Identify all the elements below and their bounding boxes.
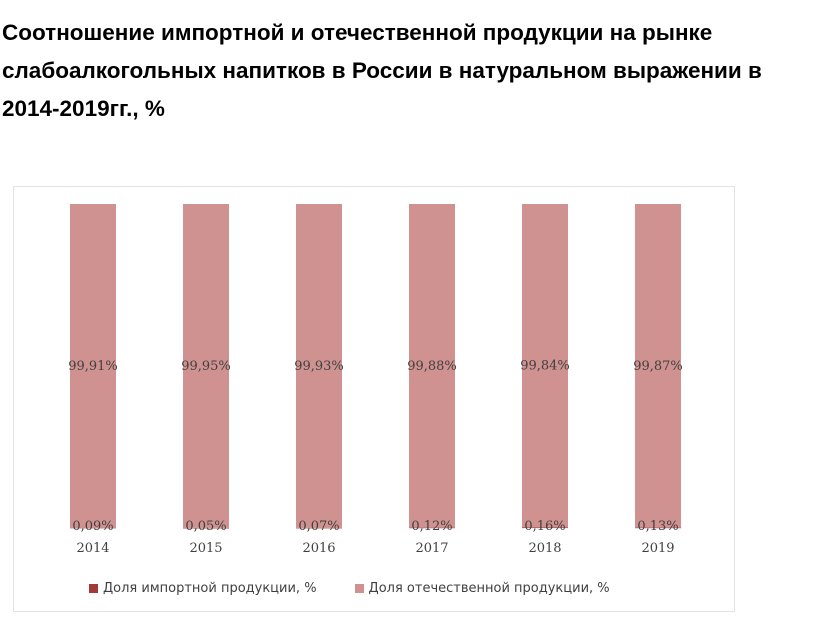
- bar-domestic-2015: [183, 204, 229, 528]
- data-label-domestic-2015: 99,95%: [181, 359, 231, 374]
- x-tick-2019: 2019: [641, 541, 674, 556]
- bar-import-2014: [70, 527, 116, 529]
- legend-item-domestic: Доля отечественной продукции, %: [354, 580, 610, 596]
- labels-layer: 0,09% 99,91% 0,05% 99,95% 0,07% 99,93% 0,12% 99…: [68, 359, 683, 534]
- x-tick-2018: 2018: [528, 541, 561, 556]
- data-label-domestic-2017: 99,88%: [407, 359, 457, 374]
- data-label-domestic-2019: 99,87%: [633, 359, 683, 374]
- bar-import-2016: [296, 527, 342, 529]
- chart-svg: 0,09% 99,91% 0,05% 99,95% 0,07% 99,93% 0,12% 99…: [68, 204, 683, 556]
- data-label-domestic-2016: 99,93%: [294, 359, 344, 374]
- legend-swatch-import: [89, 583, 98, 593]
- chart-title: Соотношение импортной и отечественной пр…: [2, 20, 762, 121]
- bar-domestic-2017: [409, 204, 455, 528]
- data-label-import-2016: 0,07%: [298, 519, 339, 534]
- bar-import-2015: [183, 527, 229, 529]
- bar-domestic-2019: [635, 204, 681, 528]
- data-label-import-2015: 0,05%: [185, 519, 226, 534]
- x-tick-2015: 2015: [189, 541, 222, 556]
- bar-import-2017: [409, 527, 455, 529]
- legend-label-import: Доля импортной продукции, %: [103, 580, 317, 596]
- x-axis-ticks: 2014 2015 2016 2017 2018 2019: [76, 541, 674, 556]
- data-label-import-2018: 0,16%: [524, 519, 565, 534]
- legend-item-import: Доля импортной продукции, %: [89, 581, 317, 596]
- data-label-import-2014: 0,09%: [72, 519, 113, 534]
- bar-domestic-2018: [522, 204, 568, 528]
- legend-label-domestic: Доля отечественной продукции, %: [368, 580, 610, 596]
- bar-import-2018: [522, 527, 568, 529]
- data-label-domestic-2018: 99,84%: [520, 359, 570, 374]
- data-label-import-2019: 0,13%: [637, 519, 678, 534]
- chart-area: 0,09% 99,91% 0,05% 99,95% 0,07% 99,93% 0,12% 99…: [13, 186, 735, 612]
- bar-import-2019: [635, 527, 681, 529]
- x-tick-2017: 2017: [415, 541, 448, 556]
- data-label-import-2017: 0,12%: [411, 519, 452, 534]
- bar-domestic-2014: [70, 204, 116, 528]
- x-tick-2014: 2014: [76, 541, 109, 556]
- bar-domestic-2016: [296, 204, 342, 528]
- data-label-domestic-2014: 99,91%: [68, 359, 118, 374]
- x-tick-2016: 2016: [302, 541, 335, 556]
- legend-swatch-domestic: [354, 583, 364, 593]
- bars-layer: [70, 204, 681, 529]
- legend: Доля импортной продукции, % Доля отечест…: [89, 577, 648, 599]
